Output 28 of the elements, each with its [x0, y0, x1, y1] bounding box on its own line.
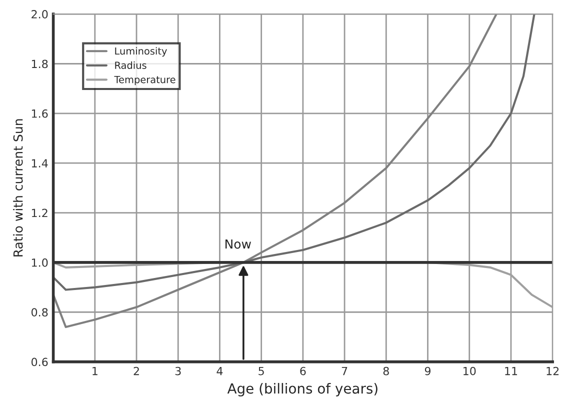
- legend-label: Luminosity: [115, 47, 167, 57]
- x-tick-label: 5: [258, 367, 264, 376]
- x-tick-label: 11: [505, 367, 518, 376]
- y-tick-label: 0.6: [31, 358, 48, 366]
- y-tick-label: 1.8: [32, 60, 48, 68]
- y-tick-label: 1.4: [32, 159, 48, 168]
- y-tick-label: 1.6: [32, 109, 48, 118]
- y-tick-label: 1.2: [32, 208, 48, 217]
- x-tick-label: 4: [216, 367, 223, 376]
- x-tick-label: 12: [546, 366, 559, 376]
- line-series: [53, 14, 498, 328]
- y-tick-label: 1.0: [32, 258, 48, 267]
- x-tick-label: 6: [300, 366, 306, 376]
- x-tick-label: 1: [92, 367, 98, 376]
- x-tick-label: 8: [383, 366, 389, 376]
- x-axis-title: Age (billions of years): [227, 382, 378, 396]
- annotation: Now: [226, 239, 251, 249]
- legend-label: Temperature: [114, 76, 176, 86]
- x-tick-label: 2: [134, 366, 139, 376]
- x-tick-label: 9: [424, 366, 431, 376]
- x-tick-label: 7: [342, 367, 348, 376]
- y-tick-label: 0.8: [31, 308, 48, 317]
- y-tick-label: 2.0: [32, 10, 48, 18]
- y-axis-title: Ratio with current Sun: [13, 119, 23, 256]
- x-tick-label: 3: [175, 366, 181, 376]
- line-series: [53, 14, 536, 291]
- x-tick-label: 10: [464, 366, 476, 376]
- legend-label: Radius: [115, 61, 146, 69]
